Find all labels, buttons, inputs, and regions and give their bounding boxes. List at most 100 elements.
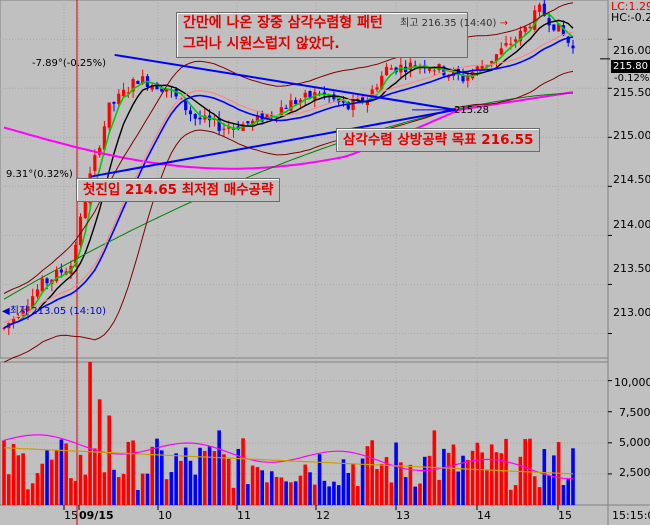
high-marker: 최고 216.35 (14:40) → xyxy=(400,14,508,29)
volume-bar xyxy=(45,450,49,505)
volume-bar xyxy=(475,442,480,505)
lc-label: LC:1.29 xyxy=(611,0,650,13)
volume-bar xyxy=(494,452,499,505)
lower-angle-label: 9.31°(0.32%) xyxy=(6,169,73,180)
candle-body xyxy=(121,89,126,96)
candle-body xyxy=(102,126,107,150)
candle-body xyxy=(298,99,303,103)
volume-tick: 2,500 xyxy=(619,466,650,479)
candle-body xyxy=(117,93,121,104)
volume-bar xyxy=(107,415,111,505)
volume-bar xyxy=(217,430,221,505)
volume-bar xyxy=(255,467,260,505)
candle-body xyxy=(150,85,154,90)
volume-bar xyxy=(2,440,6,505)
candle-body xyxy=(222,128,226,130)
candle-body xyxy=(21,310,25,316)
candle-body xyxy=(466,76,470,81)
volume-bar xyxy=(246,484,250,505)
volume-bar xyxy=(327,486,331,505)
entry-note: 첫진입 214.65 최저점 매수공략 xyxy=(76,178,281,202)
candle-body xyxy=(83,201,87,219)
candle-body xyxy=(561,25,566,36)
candle-body xyxy=(294,100,298,104)
volume-bar xyxy=(26,489,30,505)
volume-bar xyxy=(456,471,461,505)
high-marker-text: 최고 216.35 (14:40) xyxy=(400,18,497,29)
candle-body xyxy=(45,278,49,284)
volume-bar xyxy=(198,447,202,505)
candle-body xyxy=(346,101,350,110)
candle-body xyxy=(518,30,523,42)
candle-body xyxy=(566,36,570,43)
candle-body xyxy=(131,79,135,92)
volume-bar xyxy=(169,472,174,505)
candle-body xyxy=(16,317,20,319)
volume-bar xyxy=(265,482,269,505)
volume-bar xyxy=(174,453,178,505)
candle-body xyxy=(303,92,307,98)
candle-body xyxy=(557,23,561,32)
candle-body xyxy=(571,45,575,49)
candle-body xyxy=(193,114,197,119)
volume-bar xyxy=(298,475,303,505)
volume-bar xyxy=(360,458,365,505)
candle-body xyxy=(112,102,116,104)
volume-bar xyxy=(451,444,456,505)
candle-body xyxy=(361,96,365,103)
volume-bar xyxy=(121,473,126,505)
candle-body xyxy=(78,216,83,246)
candle-body xyxy=(384,66,389,76)
volume-bar xyxy=(442,448,446,505)
volume-bar xyxy=(571,448,575,505)
volume-bar xyxy=(274,476,279,505)
bollinger-lower xyxy=(3,70,574,363)
volume-bar xyxy=(59,439,64,505)
volume-bar xyxy=(284,481,288,505)
price-tick: 214.00 xyxy=(613,218,650,231)
volume-bar xyxy=(188,460,193,505)
time-tick-end: 15:15:0 xyxy=(612,509,650,522)
bollinger-mid xyxy=(3,31,574,324)
volume-bar xyxy=(54,449,59,505)
volume-bar xyxy=(279,477,284,505)
volume-bar xyxy=(16,455,21,505)
candle-body xyxy=(107,102,111,128)
candle-body xyxy=(380,75,384,89)
volume-bar xyxy=(394,442,398,505)
time-tick: 14 xyxy=(477,509,491,522)
volume-bar xyxy=(179,460,183,505)
candle-body xyxy=(164,89,169,92)
candle-body xyxy=(475,66,479,71)
volume-bar xyxy=(164,479,169,505)
time-tick: 13 xyxy=(396,509,410,522)
volume-bar xyxy=(136,489,140,505)
volume-bar xyxy=(561,485,566,505)
candle-body xyxy=(308,91,312,98)
volume-bar xyxy=(351,463,355,505)
volume-bar xyxy=(365,446,370,505)
time-tick: 15 xyxy=(64,509,78,522)
volume-bar xyxy=(88,362,92,505)
volume-bar xyxy=(542,449,547,505)
candle-body xyxy=(542,3,546,16)
candle-body xyxy=(255,115,260,122)
candle-body xyxy=(98,147,102,155)
volume-bar xyxy=(112,469,116,505)
candle-body xyxy=(59,269,63,273)
time-tick: 10 xyxy=(158,509,172,522)
candle-body xyxy=(284,107,288,109)
volume-bar xyxy=(140,473,145,505)
current-price-box: 215.80 xyxy=(611,60,650,73)
ma-green-line xyxy=(3,92,574,300)
volume-bar xyxy=(159,450,164,505)
candle-body xyxy=(184,100,188,111)
candle-body xyxy=(427,68,432,71)
volume-bar xyxy=(102,472,107,505)
low-marker: ◀최저 213.05 (14:10) xyxy=(2,302,106,317)
volume-bar xyxy=(212,451,217,505)
candle-body xyxy=(523,26,527,32)
candle-body xyxy=(370,89,374,98)
